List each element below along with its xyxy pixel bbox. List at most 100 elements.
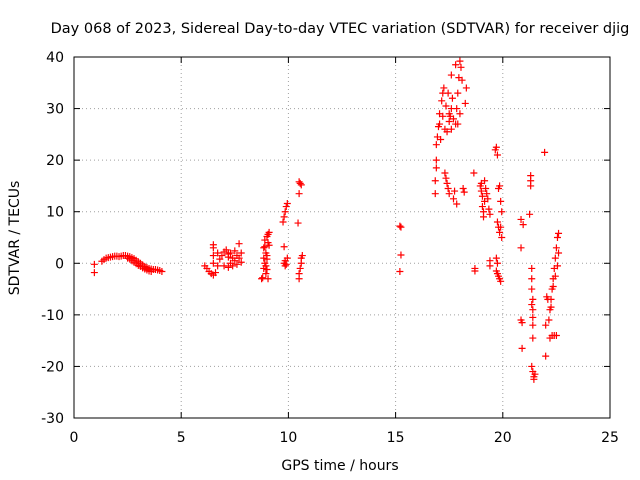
data-point	[264, 239, 272, 247]
data-point	[449, 115, 457, 123]
data-point	[282, 203, 290, 211]
data-point	[458, 76, 466, 84]
data-point	[229, 262, 237, 270]
data-point	[555, 249, 563, 257]
data-point	[531, 370, 539, 378]
data-point	[553, 262, 561, 270]
x-tick-label: 0	[70, 430, 79, 446]
data-point	[460, 188, 468, 196]
data-point	[279, 218, 287, 226]
data-point	[492, 254, 500, 262]
data-point	[459, 185, 467, 193]
data-point	[90, 260, 98, 268]
data-point	[552, 244, 560, 252]
data-point	[528, 264, 536, 272]
data-point	[454, 89, 462, 97]
data-point	[296, 179, 304, 187]
x-tick-label: 5	[177, 430, 186, 446]
y-tick-label: -10	[41, 308, 64, 324]
data-point	[449, 195, 457, 203]
data-point	[517, 215, 525, 223]
data-point	[542, 352, 550, 360]
data-point	[529, 334, 537, 342]
x-axis-label: GPS time / hours	[281, 458, 398, 474]
x-tick-label: 10	[279, 430, 297, 446]
y-tick-label: 40	[46, 50, 64, 66]
data-point	[480, 213, 488, 221]
data-point	[216, 255, 224, 263]
data-point	[549, 282, 557, 290]
data-point	[484, 195, 492, 203]
data-point	[283, 254, 291, 262]
data-point	[496, 182, 504, 190]
data-point	[529, 306, 537, 314]
data-point	[295, 270, 303, 278]
data-point	[555, 229, 563, 237]
data-point	[295, 190, 303, 198]
x-tick-label: 20	[494, 430, 512, 446]
data-point	[209, 241, 217, 249]
data-point	[447, 71, 455, 79]
data-point	[283, 199, 291, 207]
data-point	[493, 151, 501, 159]
data-point	[280, 213, 288, 221]
data-points	[90, 57, 563, 383]
data-point	[528, 301, 536, 309]
data-point	[456, 110, 464, 118]
data-point	[477, 187, 485, 195]
data-point	[431, 177, 439, 185]
data-point	[237, 249, 245, 257]
y-axis-label: SDTVAR / TECUs	[7, 181, 23, 296]
data-point	[551, 272, 559, 280]
y-tick-label: 0	[55, 256, 64, 272]
data-point	[497, 277, 505, 285]
y-tick-label: -30	[41, 411, 64, 427]
data-point	[498, 234, 506, 241]
data-point	[218, 252, 226, 260]
data-point	[545, 316, 553, 324]
y-tick-label: 30	[46, 102, 64, 118]
data-point	[443, 179, 451, 187]
data-point	[224, 250, 232, 258]
data-point	[432, 156, 440, 164]
data-point	[457, 63, 465, 71]
data-point	[214, 249, 222, 257]
data-point	[478, 203, 486, 211]
data-point	[214, 262, 222, 270]
data-point	[442, 174, 450, 182]
data-point	[262, 262, 270, 270]
data-point	[447, 125, 455, 133]
data-point	[485, 205, 493, 213]
data-point	[456, 57, 464, 65]
data-point	[542, 321, 550, 329]
data-point	[396, 222, 404, 230]
data-point	[471, 264, 479, 272]
data-point	[441, 169, 449, 177]
data-point	[445, 117, 453, 125]
data-point	[438, 97, 446, 105]
data-point	[483, 190, 491, 198]
data-point	[453, 200, 461, 208]
data-point	[442, 102, 450, 110]
data-point	[439, 112, 447, 120]
data-point	[231, 257, 239, 265]
data-point	[259, 274, 267, 282]
data-point	[547, 295, 555, 303]
data-point	[258, 275, 266, 283]
data-point	[529, 313, 537, 321]
data-point	[486, 210, 494, 218]
data-point	[436, 120, 444, 128]
data-point	[437, 136, 445, 144]
data-point	[264, 275, 272, 283]
data-point	[297, 181, 305, 189]
y-tick-label: 10	[46, 205, 64, 221]
plot-frame	[73, 56, 611, 419]
chart-title: Day 068 of 2023, Sidereal Day-to-day VTE…	[51, 21, 630, 37]
data-point	[263, 265, 271, 273]
data-point	[209, 252, 217, 260]
grid-lines	[74, 57, 610, 418]
data-point	[497, 197, 505, 205]
data-point	[492, 143, 500, 151]
data-point	[158, 268, 166, 276]
